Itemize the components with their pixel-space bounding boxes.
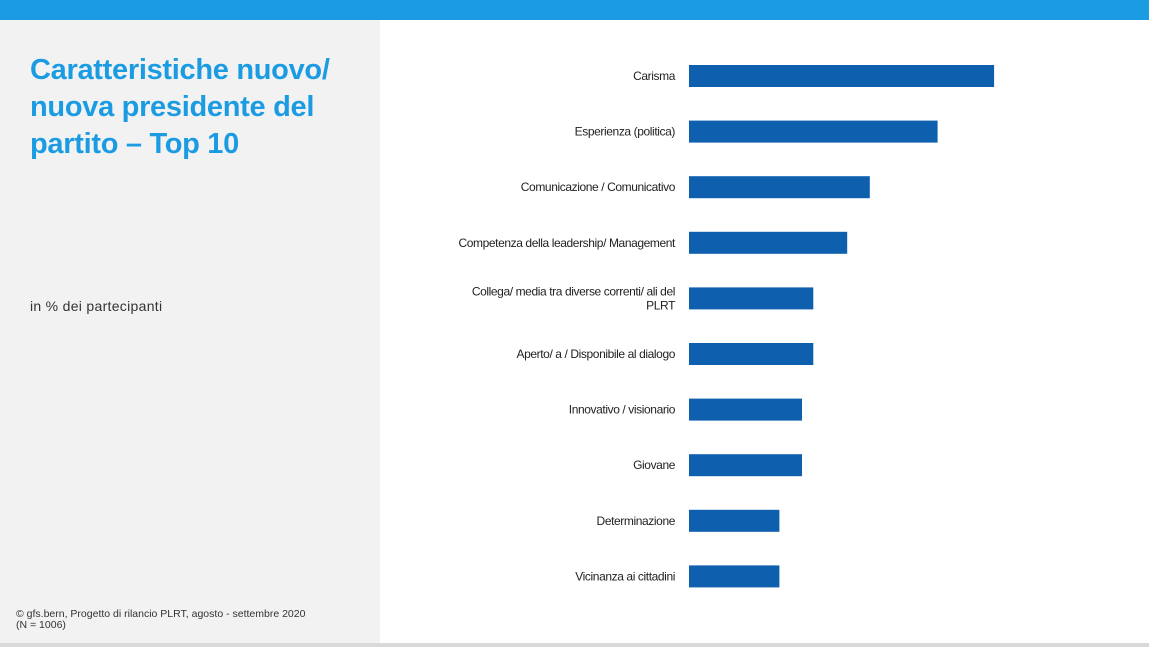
category-label: Vicinanza ai cittadini (575, 569, 675, 583)
category-labels-group: Carisma Esperienza (politica) Comunicazion… (458, 69, 676, 583)
category-label-line: Comunicazione / Comunicativo (521, 180, 676, 194)
category-label: Comunicazione / Comunicativo (521, 180, 676, 194)
bar (689, 176, 870, 199)
source-line-1: © gfs.bern, Progetto di rilancio PLRT, a… (16, 608, 306, 620)
bar (689, 565, 780, 588)
bar (689, 454, 802, 477)
category-label: Carisma (633, 69, 676, 83)
bar (689, 509, 780, 532)
category-label: Esperienza (politica) (575, 125, 676, 139)
bars-group (689, 65, 995, 588)
category-label-line: Competenza della leadership/ Management (458, 236, 676, 250)
bar (689, 65, 995, 87)
subtitle: in % dei partecipanti (30, 298, 163, 314)
category-label-line: Collega/ media tra diverse correnti/ ali… (472, 284, 675, 298)
source-line-2: (N = 1006) (16, 619, 66, 631)
category-label: Aperto/ a / Disponibile al dialogo (516, 347, 675, 361)
bar (689, 398, 802, 421)
category-label-line: Giovane (633, 458, 676, 472)
category-label-line: PLRT (646, 298, 676, 312)
left-panel (0, 20, 380, 643)
category-label-line: Determinazione (597, 514, 676, 528)
bar-chart: Carisma Esperienza (politica) Comunicazion… (458, 65, 995, 588)
bar (689, 287, 814, 310)
category-label: Innovativo / visionario (569, 403, 676, 417)
bar (689, 231, 848, 254)
bar (689, 120, 938, 143)
bar (689, 343, 814, 365)
category-label-line: Carisma (633, 69, 676, 83)
category-label: Collega/ media tra diverse correnti/ ali… (472, 284, 676, 312)
category-label-line: Esperienza (politica) (575, 125, 676, 139)
top-accent-bar (0, 0, 1149, 20)
bottom-divider (0, 643, 1149, 647)
page-title: Caratteristiche nuovo/ nuova presidente … (30, 54, 330, 160)
source-note: © gfs.bern, Progetto di rilancio PLRT, a… (16, 609, 376, 631)
category-label: Determinazione (597, 514, 676, 528)
category-label: Giovane (633, 458, 676, 472)
category-label-line: Aperto/ a / Disponibile al dialogo (516, 347, 675, 361)
category-label: Competenza della leadership/ Management (458, 236, 676, 250)
category-label-line: Vicinanza ai cittadini (575, 569, 675, 583)
category-label-line: Innovativo / visionario (569, 403, 676, 417)
